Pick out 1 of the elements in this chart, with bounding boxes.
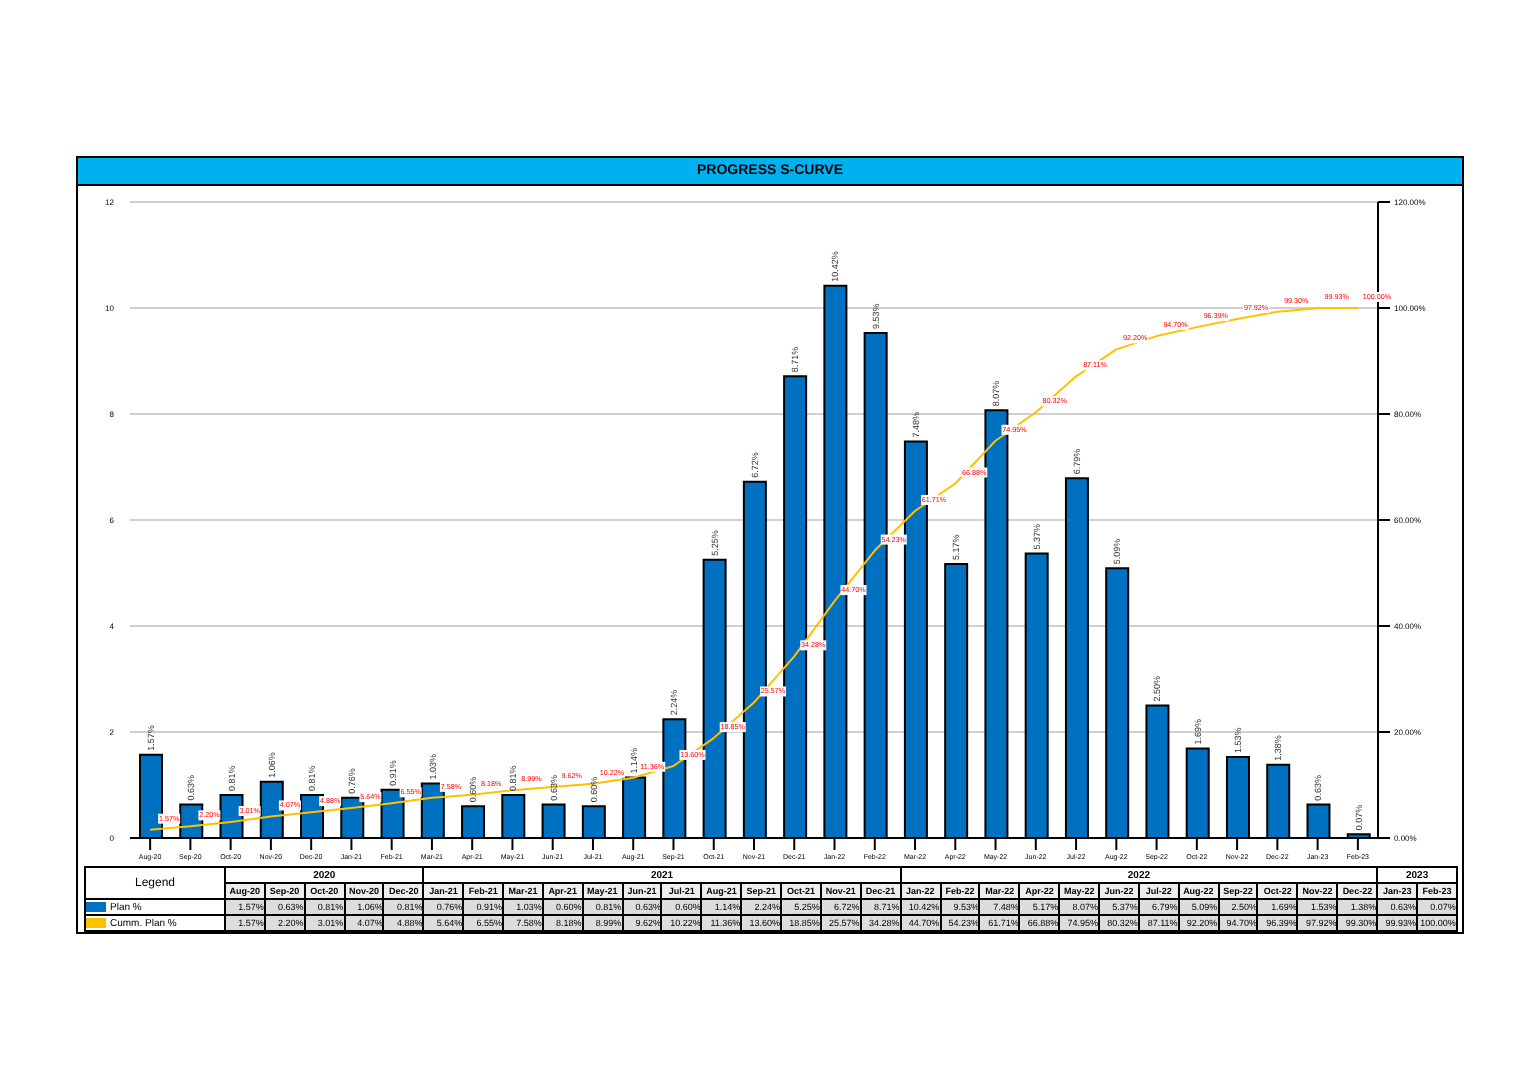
line-series — [149, 307, 1359, 831]
